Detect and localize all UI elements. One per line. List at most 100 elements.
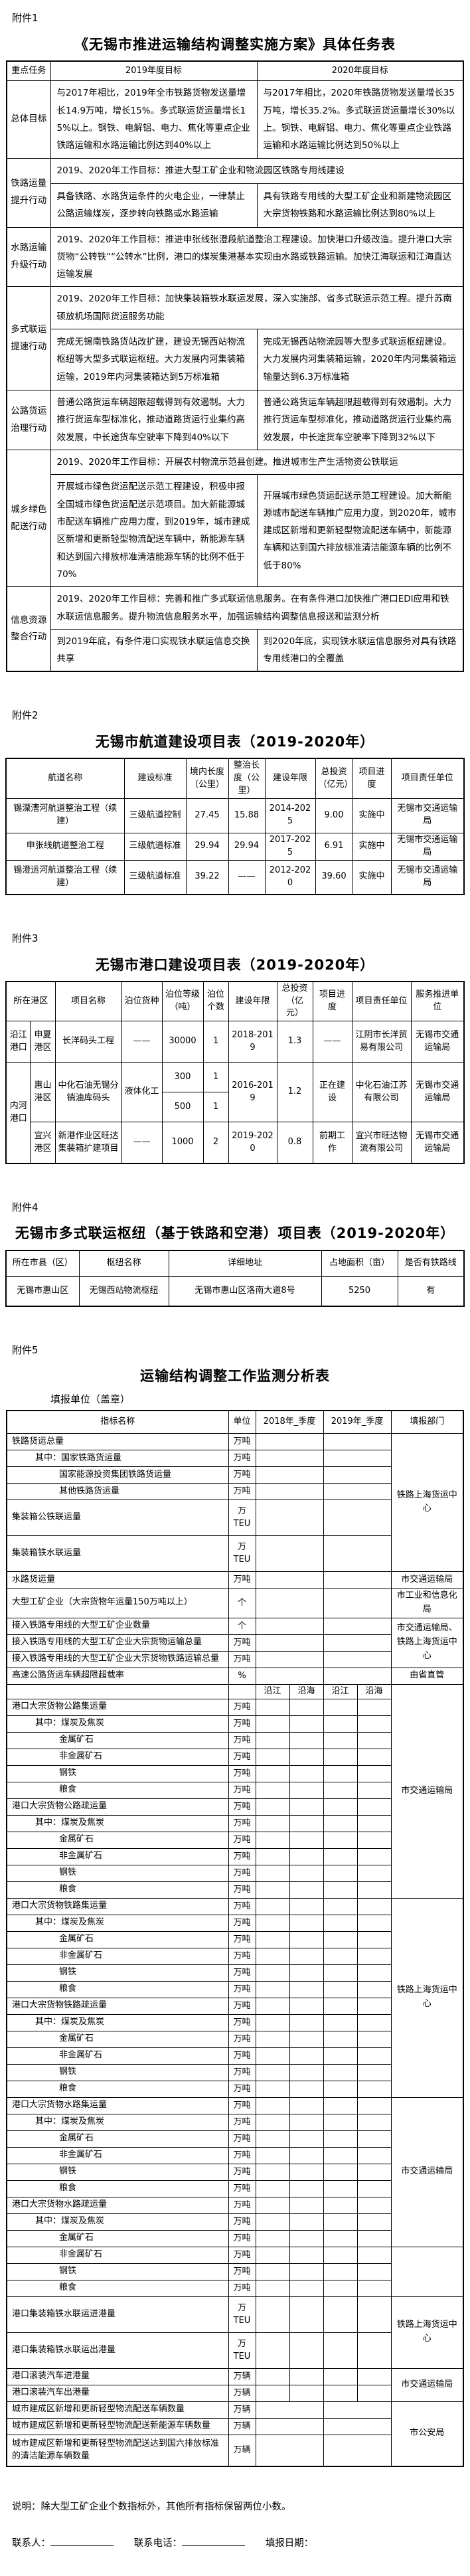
table-cell: 金属矿石	[6, 1731, 229, 1749]
table-cell: 钢铁	[6, 1964, 229, 1982]
table-cell: 粮食	[6, 2080, 229, 2098]
empty-cell	[323, 1897, 358, 1915]
table-cell: 2019、2020年工作目标：完善和推广多式联运信息服务。在有条件港口加快推广港…	[50, 586, 464, 630]
empty-cell	[255, 1535, 324, 1572]
table-cell: 总投资（亿元）	[315, 758, 353, 799]
table-cell: 非金属矿石	[6, 2047, 229, 2065]
table-cell: 无锡西站物流枢纽	[78, 1276, 169, 1307]
empty-cell	[289, 2113, 324, 2131]
empty-cell	[255, 1931, 290, 1948]
empty-cell	[289, 2246, 324, 2264]
table-cell: 境内长度（公里）	[185, 758, 229, 799]
table-cell: 无锡市交通运输局	[410, 1062, 465, 1123]
empty-cell	[255, 1881, 290, 1899]
empty-cell	[356, 2047, 392, 2065]
table-cell: 与2017年相比，2020年铁路货物发送量增长35万吨，增长35.2%。多式联运…	[256, 80, 464, 159]
empty-cell	[356, 1964, 392, 1982]
table-cell: 金属矿石	[6, 1831, 229, 1849]
table-cell: 2014-2025	[264, 798, 316, 833]
table-cell: 实施中	[352, 859, 392, 895]
empty-cell	[323, 2296, 358, 2333]
empty-cell	[356, 2229, 392, 2247]
table-cell: 粮食	[6, 1781, 229, 1799]
empty-cell	[323, 1650, 392, 1668]
table-cell: 万吨	[228, 1798, 256, 1816]
empty-cell	[255, 2229, 290, 2247]
table-cell: 万 TEU	[228, 2332, 256, 2369]
empty-cell	[323, 2213, 358, 2231]
table-cell: 2019、2020年工作目标：加快集装箱铁水联运发展，深入实施部、省多式联运示范…	[50, 286, 464, 330]
empty-cell	[228, 1683, 256, 1699]
attachment-1-title: 《无锡市推进运输结构调整实施方案》具体任务表	[74, 36, 396, 52]
empty-cell	[289, 1781, 324, 1799]
table-cell: 万吨	[228, 2113, 256, 2131]
empty-cell	[356, 1731, 392, 1749]
table-cell: 锡澄运河航道整治工程（续建）	[5, 859, 125, 895]
table-cell: 惠山港区	[30, 1062, 56, 1123]
empty-cell	[255, 2014, 290, 2031]
empty-cell	[323, 2047, 358, 2065]
empty-cell	[356, 2030, 392, 2048]
empty-cell	[323, 1764, 358, 1782]
empty-cell	[289, 2213, 324, 2231]
contact-blank-field[interactable]	[50, 2536, 114, 2547]
empty-cell	[356, 1781, 392, 1799]
table-cell: 30000	[161, 1021, 204, 1063]
empty-cell	[289, 2332, 324, 2369]
attachment-3: 附件3 无锡市港口建设项目表（2019-2020年） 所在港区 项目名称 泊位货种泊…	[0, 932, 470, 1164]
empty-cell	[356, 2332, 392, 2369]
table-cell: 万辆	[228, 2434, 256, 2467]
table-cell: 接入铁路专用线的大型工矿企业大宗货物铁路运输总量	[6, 1650, 229, 1668]
empty-cell	[323, 1997, 358, 2015]
empty-cell	[255, 2279, 290, 2297]
empty-cell	[255, 1798, 290, 1816]
empty-cell	[255, 2180, 290, 2197]
table-cell: 普通公路货运车辆超限超载得到有效遏制。大力推行货运车型标准化，推动道路货运行业集…	[256, 390, 464, 451]
table-cell: 非金属矿石	[6, 2246, 229, 2264]
empty-cell	[255, 1571, 324, 1589]
table-cell: 中化石油江苏有限公司	[351, 1062, 412, 1123]
empty-cell	[255, 1482, 324, 1500]
table-cell: 个	[228, 1617, 256, 1635]
attachment-4-title: 无锡市多式联运枢纽（基于铁路和空港）项目表（2019-2020年）	[15, 1225, 455, 1242]
table-cell: 铁路货运总量	[6, 1432, 229, 1450]
attachment-2-label: 附件2	[12, 709, 39, 722]
table-cell: 万吨	[228, 1814, 256, 1832]
table-cell: 开展城市绿色货运配送示范工程建设，积极申报全国城市绿色货运配送示范项目。加大新能…	[50, 474, 258, 588]
empty-cell	[289, 1798, 324, 1816]
table-cell: 万吨	[228, 1864, 256, 1882]
table-cell: 无锡市交通运输局	[410, 1122, 465, 1164]
table-cell: 市公安局	[390, 2401, 464, 2467]
table-cell: 市交通运输局、铁路上海货运中心	[390, 1617, 464, 1668]
empty-cell	[356, 1847, 392, 1865]
table-cell: 建设年限	[228, 981, 277, 1022]
empty-cell	[289, 2163, 324, 2181]
table-cell: 其中：煤炭及焦炭	[6, 2213, 229, 2231]
empty-cell	[323, 2180, 358, 2197]
table-cell: 万吨	[228, 1650, 256, 1668]
empty-cell	[323, 1617, 392, 1635]
table-cell: 2012-2020	[264, 859, 316, 895]
empty-cell	[255, 1499, 324, 1536]
table-cell: 详细地址	[168, 1250, 322, 1278]
attachment-3-title: 无锡市港口建设项目表（2019-2020年）	[95, 956, 375, 973]
empty-cell	[323, 1781, 358, 1799]
empty-cell	[255, 1748, 290, 1766]
empty-cell	[255, 2097, 290, 2114]
table-cell: 沿海	[356, 1683, 392, 1699]
table-cell: 总体目标	[6, 80, 51, 159]
attachment-5: 附件5 运输结构调整工作监测分析表 填报单位（盖章） 指标名称 单位 2018年_季…	[0, 1344, 470, 2468]
table-cell: 由省直管	[390, 1667, 464, 1685]
table-cell: 粮食	[6, 2180, 229, 2197]
empty-cell	[356, 1947, 392, 1965]
empty-cell	[323, 1466, 392, 1484]
table-cell: ——	[121, 1021, 163, 1063]
table-cell: 万吨	[228, 1847, 256, 1865]
phone-blank-field[interactable]	[182, 2536, 246, 2547]
empty-cell	[356, 1698, 392, 1716]
table-cell: 港口滚装汽车出港量	[6, 2384, 229, 2402]
table-cell: 万吨	[228, 2030, 256, 2048]
empty-cell	[289, 1914, 324, 1932]
table-cell: 万吨	[228, 2229, 256, 2247]
table-cell: 万吨	[228, 1764, 256, 1782]
